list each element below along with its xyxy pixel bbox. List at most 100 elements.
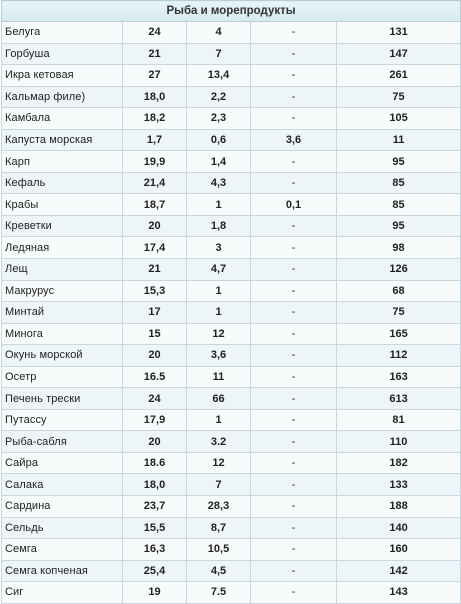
kcal-cell: 68 (335, 279, 461, 303)
protein-cell: 17,9 (122, 408, 187, 432)
kcal-cell: 140 (335, 516, 461, 540)
product-name-cell: Путассу (1, 408, 123, 432)
fat-cell: 12 (186, 451, 251, 475)
protein-cell: 21 (122, 42, 187, 66)
fat-cell: 1,4 (186, 150, 251, 173)
product-name-cell: Семга копченая (1, 559, 123, 583)
fat-cell: 3,6 (186, 344, 251, 367)
fat-cell: 0,6 (186, 128, 251, 152)
fat-cell: 28,3 (186, 495, 251, 518)
product-name-cell: Горбуша (1, 42, 123, 66)
product-name-cell: Лещ (1, 258, 123, 281)
kcal-cell: 126 (335, 258, 461, 281)
carbs-cell: - (250, 451, 337, 475)
fat-cell: 1,8 (186, 214, 251, 238)
product-name-cell: Сайра (1, 451, 123, 475)
table-row: Путассу 17,9 1-81 (1, 408, 461, 432)
kcal-cell: 165 (335, 322, 461, 346)
fat-cell: 1 (186, 408, 251, 432)
table-row: Сардина 23,7 28,3-188 (1, 495, 461, 518)
product-name-cell: Ледяная (1, 236, 123, 260)
kcal-cell: 613 (335, 387, 461, 410)
protein-cell: 18,0 (122, 473, 187, 497)
carbs-cell: - (250, 322, 337, 346)
carbs-cell: - (250, 171, 337, 195)
fat-cell: 2,2 (186, 85, 251, 109)
table-row: Семга копченая 25,4 4,5-142 (1, 559, 461, 583)
kcal-cell: 131 (335, 21, 461, 44)
product-name-cell: Крабы (1, 193, 123, 216)
table-title: Рыба и морепродукты (0, 0, 461, 22)
carbs-cell: - (250, 85, 337, 109)
fat-cell: 1 (186, 193, 251, 216)
kcal-cell: 261 (335, 64, 461, 87)
fat-cell: 4,5 (186, 559, 251, 583)
table-row: Креветки 20 1,8-95 (1, 214, 461, 238)
product-name-cell: Камбала (1, 107, 123, 130)
kcal-cell: 188 (335, 495, 461, 518)
product-name-cell: Салака (1, 473, 123, 497)
fat-cell: 12 (186, 322, 251, 346)
table-row: Сайра 18.6 12-182 (1, 451, 461, 475)
carbs-cell: - (250, 365, 337, 389)
table-row: Печень трески 24 66-613 (1, 387, 461, 410)
carbs-cell: - (250, 21, 337, 44)
carbs-cell: - (250, 559, 337, 583)
fat-cell: 66 (186, 387, 251, 410)
table-row: Капуста морская 1,7 0,6 3,6 11 (1, 128, 461, 152)
product-name-cell: Осетр (1, 365, 123, 389)
kcal-cell: 98 (335, 236, 461, 260)
fat-cell: 3.2 (186, 430, 251, 453)
protein-cell: 15,5 (122, 516, 187, 540)
fat-cell: 13,4 (186, 64, 251, 87)
protein-cell: 24 (122, 21, 187, 44)
fat-cell: 11 (186, 365, 251, 389)
kcal-cell: 105 (335, 107, 461, 130)
protein-cell: 16.5 (122, 365, 187, 389)
fat-cell: 8,7 (186, 516, 251, 540)
table-row: Кальмар филе) 18,0 2,2-75 (1, 85, 461, 109)
carbs-cell: - (250, 516, 337, 540)
fat-cell: 7 (186, 42, 251, 66)
carbs-cell: - (250, 301, 337, 324)
carbs-cell: - (250, 581, 337, 604)
table-title-row: Рыба и морепродукты (0, 0, 461, 22)
table-row: Салака 18,0 7-133 (1, 473, 461, 497)
kcal-cell: 85 (335, 171, 461, 195)
product-name-cell: Креветки (1, 214, 123, 238)
carbs-cell: - (250, 150, 337, 173)
kcal-cell: 75 (335, 301, 461, 324)
fat-cell: 4 (186, 21, 251, 44)
protein-cell: 15,3 (122, 279, 187, 303)
table-row: Кефаль 21,4 4,3-85 (1, 171, 461, 195)
kcal-cell: 160 (335, 538, 461, 561)
carbs-cell: - (250, 387, 337, 410)
kcal-cell: 110 (335, 430, 461, 453)
product-name-cell: Сиг (1, 581, 123, 604)
carbs-cell: - (250, 214, 337, 238)
fat-cell: 7.5 (186, 581, 251, 604)
protein-cell: 20 (122, 214, 187, 238)
fat-cell: 10,5 (186, 538, 251, 561)
product-name-cell: Кефаль (1, 171, 123, 195)
kcal-cell: 11 (335, 128, 461, 152)
table-row: Семга 16,3 10,5-160 (1, 538, 461, 561)
kcal-cell: 147 (335, 42, 461, 66)
protein-cell: 19 (122, 581, 187, 604)
fat-cell: 4,7 (186, 258, 251, 281)
fat-cell: 2,3 (186, 107, 251, 130)
product-name-cell: Карп (1, 150, 123, 173)
table-row: Горбуша 21 7-147 (1, 42, 461, 66)
carbs-cell: - (250, 408, 337, 432)
protein-cell: 24 (122, 387, 187, 410)
kcal-cell: 112 (335, 344, 461, 367)
product-name-cell: Минтай (1, 301, 123, 324)
protein-cell: 21 (122, 258, 187, 281)
product-name-cell: Окунь морской (1, 344, 123, 367)
table-row: Лещ 21 4,7-126 (1, 258, 461, 281)
carbs-cell: - (250, 107, 337, 130)
table-row: Камбала 18,2 2,3-105 (1, 107, 461, 130)
carbs-cell: - (250, 258, 337, 281)
